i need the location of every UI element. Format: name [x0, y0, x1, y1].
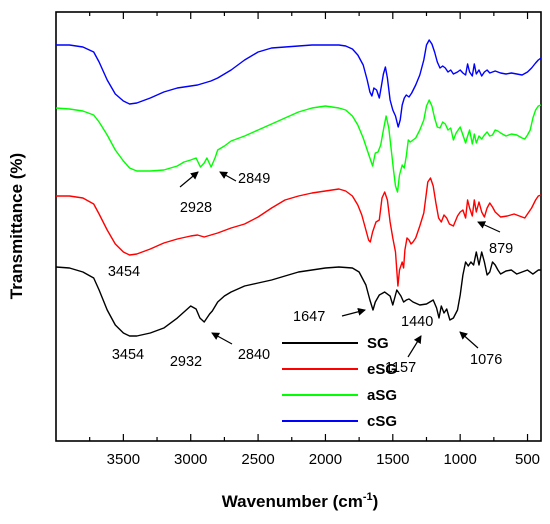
peak-label-2932: 2932 [170, 354, 202, 370]
series-line-esg [56, 177, 542, 287]
x-tick-label: 2000 [309, 451, 342, 468]
peak-arrow-2928 [179, 171, 199, 188]
x-tick-label: 3000 [174, 451, 207, 468]
peak-annotations: 3454 2928 2849 879 3454 2932 2840 1647 1440 1157 1… [108, 171, 513, 376]
peak-arrow-2849 [219, 171, 237, 182]
peak-label-2928: 2928 [180, 200, 212, 216]
peak-label-3454: 3454 [108, 264, 140, 280]
legend-label-asg: aSG [367, 387, 397, 404]
peak-label-1647: 1647 [293, 309, 325, 325]
peak-arrow-1157 [407, 335, 422, 358]
peak-label-1440: 1440 [401, 314, 433, 330]
x-tick-label: 2500 [241, 451, 274, 468]
x-axis-title-superscript: -1 [363, 491, 373, 503]
peak-label-2840: 2840 [238, 347, 270, 363]
legend: SG eSG aSG cSG [282, 335, 397, 430]
x-tick-label: 1500 [376, 451, 409, 468]
plot-frame [55, 11, 542, 442]
legend-label-csg: cSG [367, 413, 397, 430]
peak-arrow-1647 [341, 307, 366, 317]
peak-label-3454: 3454 [112, 347, 144, 363]
peak-arrow-1076 [459, 331, 479, 349]
legend-label-sg: SG [367, 335, 389, 352]
x-axis-title: Wavenumber (cm-1) [222, 491, 379, 511]
x-axis-ticks: 3500 3000 2500 2000 1500 1000 500 [89, 12, 540, 468]
series-line-asg [55, 99, 542, 193]
x-tick-label: 500 [515, 451, 540, 468]
x-tick-label: 3500 [107, 451, 140, 468]
x-tick-label: 1000 [443, 451, 476, 468]
peak-label-1157: 1157 [385, 360, 416, 376]
series-line-sg [55, 251, 541, 337]
peak-arrow-2840 [211, 332, 233, 345]
y-axis-title: Transmittance (%) [7, 153, 26, 299]
peak-label-1076: 1076 [470, 352, 502, 368]
peak-label-2849: 2849 [238, 171, 270, 187]
legend-label-esg: eSG [367, 361, 397, 378]
series-layer [55, 39, 542, 337]
series-line-csg [56, 39, 542, 128]
peak-label-879: 879 [489, 241, 513, 257]
peak-arrow-879 [477, 221, 501, 233]
